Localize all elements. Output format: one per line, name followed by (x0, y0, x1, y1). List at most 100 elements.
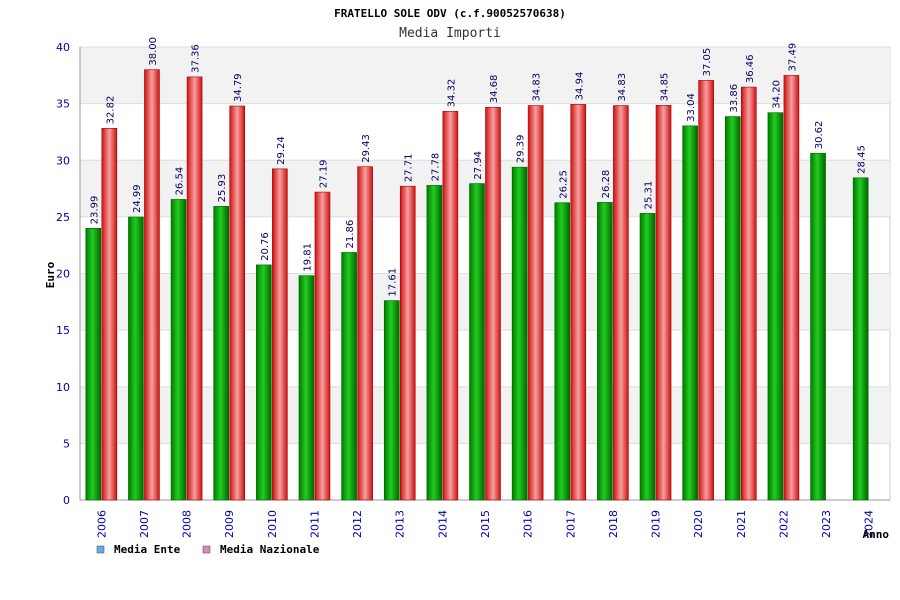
bar-media-nazionale (186, 76, 203, 501)
bar-media-ente (724, 116, 741, 501)
value-label-ente: 17.61 (388, 268, 399, 297)
bar-media-nazionale (485, 106, 501, 501)
x-tick-label: 2016 (522, 510, 535, 538)
value-label-nazionale: 36.46 (745, 54, 756, 83)
value-label-ente: 20.76 (260, 232, 271, 261)
y-tick-label: 5 (63, 437, 70, 450)
y-tick-label: 25 (56, 211, 70, 224)
x-tick-label: 2009 (223, 510, 236, 538)
value-label-nazionale: 32.82 (105, 96, 116, 125)
value-label-nazionale: 27.71 (404, 154, 415, 183)
legend-swatch-nazionale (202, 545, 211, 554)
y-tick-label: 35 (56, 98, 70, 111)
bar-media-ente (511, 166, 528, 501)
value-label-nazionale: 29.43 (361, 134, 372, 163)
bar-media-ente (383, 300, 400, 501)
value-label-nazionale: 34.83 (532, 73, 543, 102)
value-label-ente: 26.54 (175, 167, 186, 196)
x-tick-label: 2022 (777, 510, 790, 538)
x-tick-label: 2021 (735, 510, 748, 538)
value-label-ente: 28.45 (857, 145, 868, 174)
value-label-nazionale: 37.05 (702, 48, 713, 77)
x-tick-label: 2024 (863, 510, 876, 538)
x-tick-label: 2007 (138, 510, 151, 538)
value-label-nazionale: 37.49 (787, 43, 798, 72)
bar-media-ente (213, 206, 230, 501)
x-tick-label: 2023 (820, 510, 833, 538)
x-axis-title: Anno (863, 528, 890, 541)
bar-media-nazionale (442, 111, 459, 501)
x-tick-label: 2013 (394, 510, 407, 538)
value-label-ente: 26.25 (558, 170, 569, 199)
bar-media-nazionale (357, 166, 373, 501)
x-tick-label: 2020 (692, 510, 705, 538)
bar-media-ente (170, 199, 187, 501)
value-label-nazionale: 27.19 (318, 159, 329, 188)
bar-media-ente (128, 216, 144, 501)
x-tick-label: 2006 (95, 510, 108, 538)
x-axis-ticks: 2006 2007 2008 2009 2010 2011 2012 2013 2014 2015… (95, 510, 875, 538)
y-axis-ticks: 0 5 10 15 20 25 30 35 40 (56, 41, 70, 507)
bar-media-ente (810, 152, 826, 501)
bar-media-ente (469, 183, 485, 501)
value-label-nazionale: 34.94 (574, 72, 585, 101)
value-label-ente: 29.39 (516, 135, 527, 164)
value-label-nazionale: 34.68 (489, 75, 500, 104)
bar-media-ente (767, 112, 784, 501)
legend-label-nazionale: Media Nazionale (220, 543, 320, 556)
bars (85, 69, 869, 501)
x-tick-label: 2017 (564, 510, 577, 538)
bar-media-nazionale (698, 80, 714, 501)
value-label-ente: 30.62 (814, 121, 825, 150)
value-label-ente: 24.99 (132, 184, 143, 213)
legend-label-ente: Media Ente (114, 543, 181, 556)
bar-media-nazionale (272, 168, 288, 501)
x-tick-label: 2014 (436, 510, 449, 538)
bar-media-ente (682, 125, 698, 501)
value-label-nazionale: 34.32 (446, 79, 457, 108)
value-label-ente: 25.93 (217, 174, 228, 203)
bar-media-ente (256, 264, 272, 501)
bar-media-ente (298, 275, 315, 501)
value-label-nazionale: 29.24 (276, 136, 287, 165)
value-label-ente: 27.78 (430, 153, 441, 182)
value-label-ente: 25.31 (644, 181, 655, 210)
y-tick-label: 15 (56, 324, 70, 337)
chart-title: FRATELLO SOLE ODV (c.f.90052570638) (334, 7, 566, 20)
x-tick-label: 2012 (351, 510, 364, 538)
bar-media-ente (341, 252, 357, 501)
x-tick-label: 2010 (266, 510, 279, 538)
value-labels: 23.99 32.82 24.99 38.00 26.54 37.36 25.93 34.79… (89, 37, 867, 297)
value-label-nazionale: 37.36 (191, 44, 202, 73)
y-axis-title: Euro (44, 261, 57, 288)
bar-media-ente (597, 202, 613, 501)
y-tick-label: 30 (56, 154, 70, 167)
bar-media-nazionale (101, 128, 118, 501)
x-tick-label: 2018 (607, 510, 620, 538)
value-label-nazionale: 34.79 (233, 73, 244, 102)
bar-media-nazionale (399, 185, 416, 501)
value-label-ente: 23.99 (89, 196, 100, 225)
bar-media-ente (639, 213, 656, 501)
bar-media-nazionale (783, 75, 800, 501)
x-tick-label: 2008 (181, 510, 194, 538)
value-label-ente: 26.28 (601, 170, 612, 199)
value-label-ente: 21.86 (345, 220, 356, 249)
bar-media-ente (554, 202, 571, 501)
value-label-nazionale: 34.83 (617, 73, 628, 102)
bar-media-nazionale (314, 191, 331, 501)
bar-media-nazionale (613, 105, 629, 501)
chart-subtitle: Media Importi (399, 26, 501, 41)
value-label-ente: 27.94 (473, 151, 484, 180)
bar-media-ente (852, 177, 869, 501)
bar-media-ente (85, 228, 102, 501)
value-label-ente: 34.20 (771, 80, 782, 109)
bar-media-nazionale (229, 105, 246, 501)
y-tick-label: 0 (63, 494, 70, 507)
value-label-nazionale: 38.00 (148, 37, 159, 66)
value-label-ente: 33.86 (729, 84, 740, 113)
y-tick-label: 10 (56, 381, 70, 394)
value-label-ente: 19.81 (302, 243, 313, 272)
y-tick-label: 40 (56, 41, 70, 54)
